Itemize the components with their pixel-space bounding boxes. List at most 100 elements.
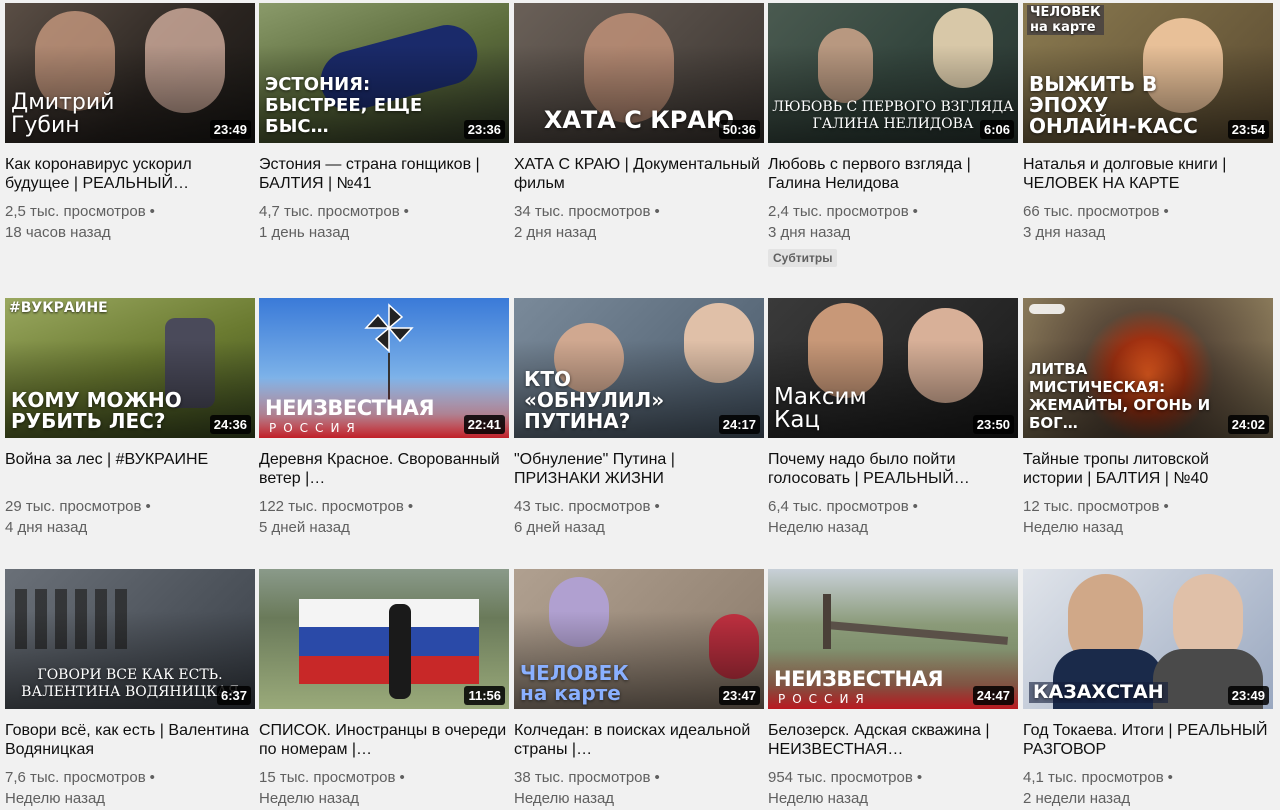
video-card[interactable]: Дмитрий Губин 23:49 Как коронавирус уско… xyxy=(5,3,255,243)
thumbnail-caption: ХАТА С КРАЮ xyxy=(543,106,735,134)
video-thumbnail[interactable]: ЧЕЛОВЕК на карте ВЫЖИТЬ В ЭПОХУ ОНЛАЙН-К… xyxy=(1023,3,1273,143)
view-count: 15 тыс. просмотров xyxy=(259,769,396,786)
upload-age: 18 часов назад xyxy=(5,224,111,241)
thumbnail-caption: ЛЮБОВЬ С ПЕРВОГО ВЗГЛЯДА ГАЛИНА НЕЛИДОВА xyxy=(772,99,1014,132)
upload-age: Неделю назад xyxy=(259,790,360,807)
video-thumbnail[interactable]: ЛЮБОВЬ С ПЕРВОГО ВЗГЛЯДА ГАЛИНА НЕЛИДОВА… xyxy=(768,3,1018,143)
video-card[interactable]: НЕИЗВЕСТНАЯ РОССИЯ 24:47 Белозерск. Адск… xyxy=(768,569,1018,809)
upload-age: 1 день назад xyxy=(259,224,350,241)
video-card[interactable]: ЧЕЛОВЕК на карте 23:47 Колчедан: в поиск… xyxy=(514,569,764,809)
video-card[interactable]: ЭСТОНИЯ: БЫСТРЕЕ, ЕЩЕ БЫС… 23:36 Эстония… xyxy=(259,3,509,243)
video-meta: 2,4 тыс. просмотров • 3 дня назад xyxy=(768,201,1018,243)
video-thumbnail[interactable]: 11:56 xyxy=(259,569,509,709)
video-title[interactable]: Говори всё, как есть | Валентина Водяниц… xyxy=(5,722,250,758)
separator-dot: • xyxy=(912,498,918,515)
video-title[interactable]: СПИСОК. Иностранцы в очереди по номерам … xyxy=(259,722,507,758)
video-card[interactable]: ГОВОРИ ВСЕ КАК ЕСТЬ. ВАЛЕНТИНА ВОДЯНИЦКА… xyxy=(5,569,255,809)
view-count: 43 тыс. просмотров xyxy=(514,498,651,515)
video-meta: 38 тыс. просмотров • Неделю назад xyxy=(514,767,764,809)
video-title[interactable]: Тайные тропы литовской истории | БАЛТИЯ … xyxy=(1023,451,1209,487)
duration-badge: 24:17 xyxy=(718,415,760,434)
video-thumbnail[interactable]: Максим Кац 23:50 xyxy=(768,298,1018,438)
video-card[interactable]: ЛЮБОВЬ С ПЕРВОГО ВЗГЛЯДА ГАЛИНА НЕЛИДОВА… xyxy=(768,3,1018,267)
duration-badge: 23:49 xyxy=(209,120,251,139)
video-meta: 6,4 тыс. просмотров • Неделю назад xyxy=(768,496,1018,538)
duration-badge: 24:36 xyxy=(209,415,251,434)
video-title[interactable]: "Обнуление" Путина | ПРИЗНАКИ ЖИЗНИ xyxy=(514,451,675,487)
upload-age: Неделю назад xyxy=(1023,519,1124,536)
video-card[interactable]: Максим Кац 23:50 Почему надо было пойти … xyxy=(768,298,1018,538)
video-thumbnail[interactable]: ЛИТВА МИСТИЧЕСКАЯ: ЖЕМАЙТЫ, ОГОНЬ И БОГ…… xyxy=(1023,298,1273,438)
thumbnail-caption: КАЗАХСТАН xyxy=(1029,682,1168,703)
separator-dot: • xyxy=(654,769,660,786)
upload-age: Неделю назад xyxy=(514,790,615,807)
video-meta: 66 тыс. просмотров • 3 дня назад xyxy=(1023,201,1273,243)
video-card[interactable]: 11:56 СПИСОК. Иностранцы в очереди по но… xyxy=(259,569,509,809)
windmill-icon xyxy=(364,303,414,353)
separator-dot: • xyxy=(912,203,918,220)
video-meta: 15 тыс. просмотров • Неделю назад xyxy=(259,767,509,809)
separator-dot: • xyxy=(1163,203,1169,220)
thumbnail-caption: КТО «ОБНУЛИЛ» ПУТИНА? xyxy=(524,367,665,433)
view-count: 2,5 тыс. просмотров xyxy=(5,203,146,220)
view-count: 34 тыс. просмотров xyxy=(514,203,651,220)
video-meta: 4,7 тыс. просмотров • 1 день назад xyxy=(259,201,509,243)
video-card[interactable]: ЛИТВА МИСТИЧЕСКАЯ: ЖЕМАЙТЫ, ОГОНЬ И БОГ…… xyxy=(1023,298,1273,538)
video-title[interactable]: Почему надо было пойти голосовать | РЕАЛ… xyxy=(768,451,970,487)
video-title[interactable]: Наталья и долговые книги | ЧЕЛОВЕК НА КА… xyxy=(1023,156,1227,192)
separator-dot: • xyxy=(654,498,660,515)
duration-badge: 22:41 xyxy=(463,415,505,434)
video-thumbnail[interactable]: #ВУКРАИНЕ КОМУ МОЖНО РУБИТЬ ЛЕС? 24:36 xyxy=(5,298,255,438)
thumbnail-caption: Дмитрий Губин xyxy=(11,90,115,138)
duration-badge: 50:36 xyxy=(718,120,760,139)
video-thumbnail[interactable]: ГОВОРИ ВСЕ КАК ЕСТЬ. ВАЛЕНТИНА ВОДЯНИЦКА… xyxy=(5,569,255,709)
video-title[interactable]: Деревня Красное. Своровaнный ветер |… xyxy=(259,451,500,487)
video-thumbnail[interactable]: ХАТА С КРАЮ 50:36 xyxy=(514,3,764,143)
video-card[interactable]: ХАТА С КРАЮ 50:36 ХАТА С КРАЮ | Документ… xyxy=(514,3,764,243)
upload-age: Неделю назад xyxy=(768,790,869,807)
view-count: 38 тыс. просмотров xyxy=(514,769,651,786)
video-card[interactable]: ЧЕЛОВЕК на карте ВЫЖИТЬ В ЭПОХУ ОНЛАЙН-К… xyxy=(1023,3,1273,243)
video-title[interactable]: Год Токаева. Итоги | РЕАЛЬНЫЙ РАЗГОВОР xyxy=(1023,722,1268,758)
separator-dot: • xyxy=(916,769,923,786)
video-meta: 954 тыс. просмотров • Неделю назад xyxy=(768,767,1018,809)
upload-age: 5 дней назад xyxy=(259,519,350,536)
separator-dot: • xyxy=(403,203,409,220)
duration-badge: 24:47 xyxy=(972,686,1014,705)
show-logo-subtitle: РОССИЯ xyxy=(269,421,362,435)
video-thumbnail[interactable]: ЭСТОНИЯ: БЫСТРЕЕ, ЕЩЕ БЫС… 23:36 xyxy=(259,3,509,143)
thumbnail-caption: ЛИТВА МИСТИЧЕСКАЯ: ЖЕМАЙТЫ, ОГОНЬ И БОГ… xyxy=(1029,360,1211,432)
separator-dot: • xyxy=(1163,498,1169,515)
video-title[interactable]: Эстония — страна гонщиков | БАЛТИЯ | №41 xyxy=(259,156,480,192)
video-thumbnail[interactable]: НЕИЗВЕСТНАЯ РОССИЯ 22:41 xyxy=(259,298,509,438)
video-thumbnail[interactable]: КАЗАХСТАН 23:49 xyxy=(1023,569,1273,709)
video-title[interactable]: ХАТА С КРАЮ | Документальный фильм xyxy=(514,156,760,192)
video-title[interactable]: Война за лес | #ВУКРАИНЕ xyxy=(5,451,209,468)
upload-age: Неделю назад xyxy=(5,790,106,807)
view-count: 29 тыс. просмотров xyxy=(5,498,142,515)
video-meta: 7,6 тыс. просмотров • Неделю назад xyxy=(5,767,255,809)
video-card[interactable]: #ВУКРАИНЕ КОМУ МОЖНО РУБИТЬ ЛЕС? 24:36 В… xyxy=(5,298,255,538)
upload-age: 3 дня назад xyxy=(768,224,851,241)
video-meta: 4,1 тыс. просмотров • 2 недели назад xyxy=(1023,767,1273,809)
video-thumbnail[interactable]: НЕИЗВЕСТНАЯ РОССИЯ 24:47 xyxy=(768,569,1018,709)
video-title[interactable]: Как коронавирус ускорил будущее | РЕАЛЬН… xyxy=(5,156,192,192)
thumbnail-caption: Максим Кац xyxy=(774,384,867,433)
view-count: 122 тыс. просмотров xyxy=(259,498,404,515)
duration-badge: 6:37 xyxy=(216,686,251,705)
upload-age: 2 дня назад xyxy=(514,224,597,241)
video-thumbnail[interactable]: КТО «ОБНУЛИЛ» ПУТИНА? 24:17 xyxy=(514,298,764,438)
video-thumbnail[interactable]: ЧЕЛОВЕК на карте 23:47 xyxy=(514,569,764,709)
video-thumbnail[interactable]: Дмитрий Губин 23:49 xyxy=(5,3,255,143)
video-title[interactable]: Белозерск. Адская скважина | НЕИЗВЕСТНАЯ… xyxy=(768,722,990,758)
video-meta: 43 тыс. просмотров • 6 дней назад xyxy=(514,496,764,538)
video-card[interactable]: КАЗАХСТАН 23:49 Год Токаева. Итоги | РЕА… xyxy=(1023,569,1273,809)
thumbnail-caption: КОМУ МОЖНО РУБИТЬ ЛЕС? xyxy=(11,388,182,433)
video-title[interactable]: Колчедан: в поисках идеальной страны |… xyxy=(514,722,751,758)
duration-badge: 23:36 xyxy=(463,120,505,139)
video-card[interactable]: КТО «ОБНУЛИЛ» ПУТИНА? 24:17 "Обнуление" … xyxy=(514,298,764,538)
video-title[interactable]: Любовь с первого взгляда | Галина Нелидо… xyxy=(768,156,971,192)
video-card[interactable]: НЕИЗВЕСТНАЯ РОССИЯ 22:41 Деревня Красное… xyxy=(259,298,509,538)
separator-dot: • xyxy=(145,498,151,515)
